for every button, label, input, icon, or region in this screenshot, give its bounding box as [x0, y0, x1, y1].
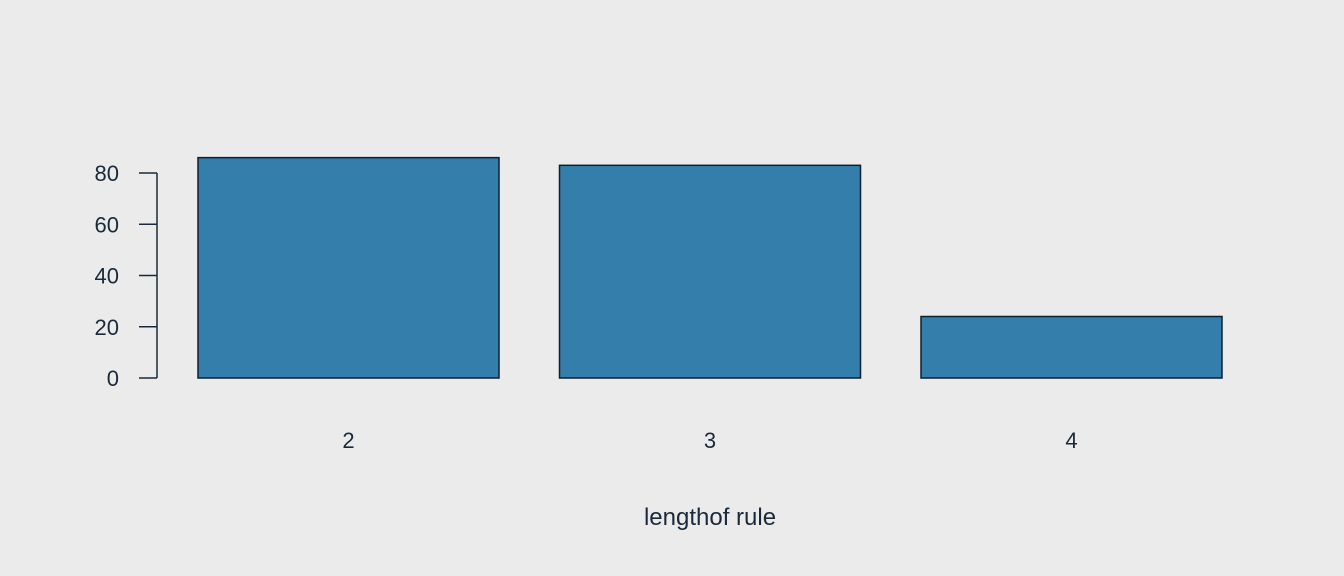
x-category-label: 4	[1065, 428, 1077, 453]
y-tick-label: 40	[95, 264, 119, 289]
x-axis-labels: 2 3 4	[342, 428, 1077, 453]
y-tick-label: 20	[95, 315, 119, 340]
bar-4	[920, 315, 1223, 379]
bars-group	[197, 156, 1223, 379]
y-tick-label: 0	[107, 366, 119, 391]
x-category-label: 2	[342, 428, 354, 453]
bar-3	[558, 164, 862, 379]
y-tick-label: 80	[95, 161, 119, 186]
x-axis-title: lengthof rule	[644, 504, 776, 531]
bar-2	[197, 156, 500, 379]
x-category-label: 3	[704, 428, 716, 453]
y-tick-label: 60	[95, 212, 119, 237]
y-axis: 0 20 40 60 80	[95, 161, 158, 391]
